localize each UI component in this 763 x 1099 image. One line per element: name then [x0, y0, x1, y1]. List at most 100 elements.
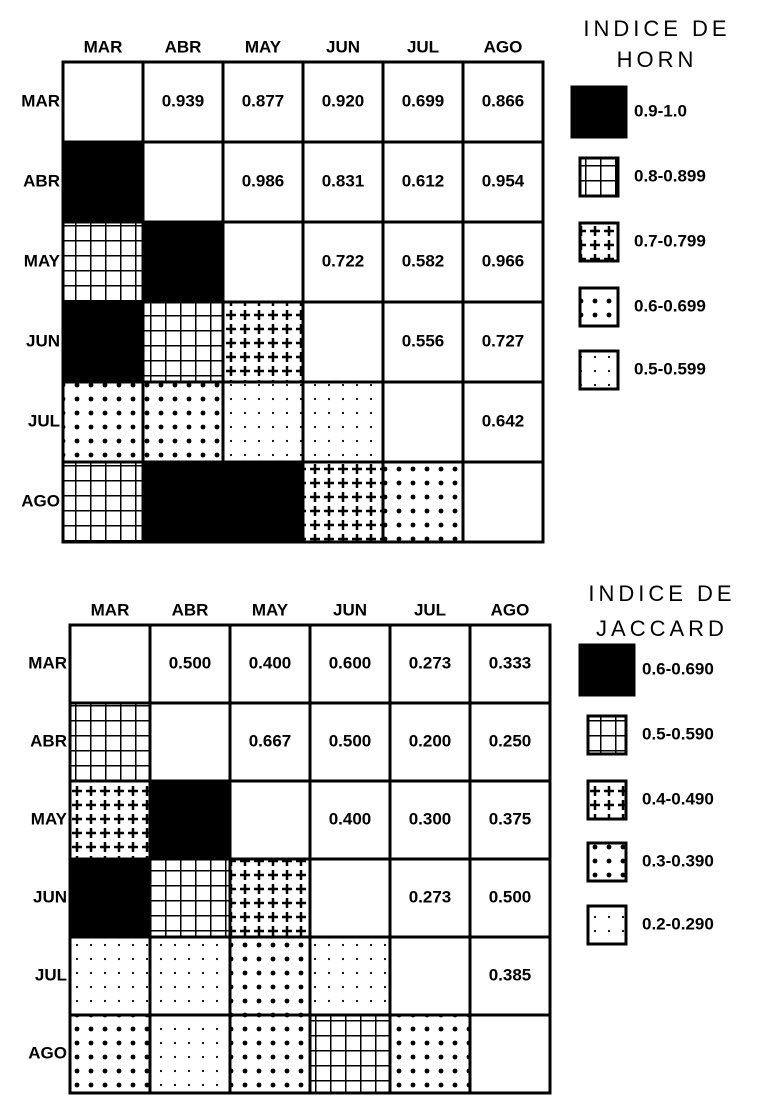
pattern-cell	[148, 779, 232, 861]
row-label: MAR	[21, 91, 60, 110]
cell-value: 0.385	[489, 965, 532, 984]
cell-value: 0.699	[402, 91, 445, 110]
cell-value: 0.500	[329, 731, 372, 750]
diagonal-cell	[68, 623, 152, 705]
column-label: ABR	[165, 37, 202, 56]
pattern-cell	[221, 460, 305, 544]
legend-label: 0.2-0.290	[642, 914, 714, 933]
legend-swatch	[570, 85, 628, 139]
legend-swatch	[578, 156, 620, 198]
column-label: MAR	[84, 37, 123, 56]
diagonal-cell	[468, 1013, 552, 1095]
column-label: JUL	[407, 37, 439, 56]
cell	[468, 857, 552, 939]
row-label: MAY	[24, 251, 61, 270]
legend-swatch	[578, 349, 620, 391]
column-label: JUN	[326, 37, 360, 56]
cell-value: 0.300	[409, 809, 452, 828]
cell	[468, 935, 552, 1017]
cell	[228, 701, 312, 783]
column-label: MAR	[91, 600, 130, 619]
cell-value: 0.727	[482, 331, 525, 350]
pattern-cell	[148, 935, 232, 1017]
cell-value: 0.556	[402, 331, 445, 350]
cell-value: 0.582	[402, 251, 445, 270]
cell	[221, 140, 305, 224]
diagonal-cell	[228, 779, 312, 861]
cell-value: 0.966	[482, 251, 525, 270]
column-label: ABR	[172, 600, 209, 619]
row-label: JUN	[33, 887, 67, 906]
pattern-cell	[68, 857, 152, 939]
legend-title: JACCARD	[596, 616, 728, 641]
pattern-cell	[141, 380, 225, 464]
legend-swatch	[586, 904, 628, 946]
cell-value: 0.250	[489, 731, 532, 750]
pattern-cell	[61, 220, 145, 304]
pattern-cell	[148, 857, 232, 939]
cell-value: 0.333	[489, 653, 532, 672]
cell	[388, 701, 472, 783]
row-label: JUL	[35, 965, 67, 984]
row-label: ABR	[23, 171, 60, 190]
pattern-cell	[221, 300, 305, 384]
diagonal-cell	[221, 220, 305, 304]
diagonal-cell	[61, 60, 145, 144]
cell	[468, 779, 552, 861]
cell	[461, 300, 545, 384]
cell-value: 0.667	[249, 731, 292, 750]
cell-value: 0.400	[329, 809, 372, 828]
pattern-cell	[68, 701, 152, 783]
pattern-cell	[148, 1013, 232, 1095]
pattern-cell	[301, 460, 385, 544]
legend-title: INDICE DE	[588, 581, 735, 606]
cell-value: 0.273	[409, 887, 452, 906]
column-label: JUL	[414, 600, 446, 619]
legend-swatch	[578, 286, 620, 328]
cell-value: 0.877	[242, 91, 285, 110]
column-label: MAY	[252, 600, 289, 619]
cell-value: 0.866	[482, 91, 525, 110]
cell	[381, 140, 465, 224]
cell-value: 0.600	[329, 653, 372, 672]
row-label: ABR	[30, 731, 67, 750]
pattern-cell	[221, 380, 305, 464]
cell-value: 0.273	[409, 653, 452, 672]
cell	[141, 60, 225, 144]
pattern-cell	[61, 300, 145, 384]
cell	[468, 701, 552, 783]
cell-value: 0.375	[489, 809, 532, 828]
pattern-cell	[228, 1013, 312, 1095]
row-label: AGO	[21, 491, 60, 510]
cell	[308, 701, 392, 783]
legend-swatch	[578, 643, 636, 697]
legend-title: INDICE DE	[583, 16, 730, 41]
legend-label: 0.5-0.590	[642, 724, 714, 743]
legend-swatch	[586, 779, 628, 821]
pattern-cell	[68, 1013, 152, 1095]
row-label: MAR	[28, 653, 67, 672]
pattern-cell	[61, 380, 145, 464]
cell	[468, 623, 552, 705]
row-label: AGO	[28, 1043, 67, 1062]
diagonal-cell	[301, 300, 385, 384]
cell-value: 0.920	[322, 91, 365, 110]
column-label: AGO	[491, 600, 530, 619]
diagonal-cell	[308, 857, 392, 939]
column-label: AGO	[484, 37, 523, 56]
cell-value: 0.500	[169, 653, 212, 672]
row-label: MAY	[31, 809, 68, 828]
legend-label: 0.4-0.490	[642, 789, 714, 808]
pattern-cell	[308, 935, 392, 1017]
pattern-cell	[61, 140, 145, 224]
pattern-cell	[68, 935, 152, 1017]
cell	[461, 220, 545, 304]
cell-value: 0.400	[249, 653, 292, 672]
legend-label: 0.6-0.699	[634, 296, 706, 315]
pattern-cell	[308, 1013, 392, 1095]
pattern-cell	[228, 857, 312, 939]
legend-label: 0.5-0.599	[634, 359, 706, 378]
cell-value: 0.500	[489, 887, 532, 906]
column-label: MAY	[245, 37, 282, 56]
